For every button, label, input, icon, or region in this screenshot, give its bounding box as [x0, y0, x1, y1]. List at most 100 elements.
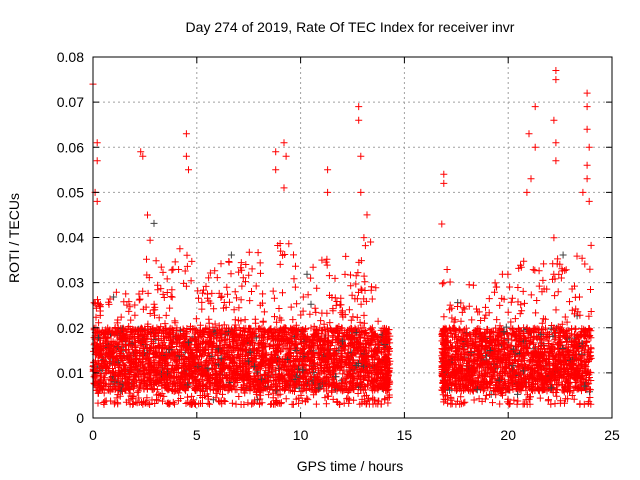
data-point [122, 290, 130, 298]
data-point [291, 283, 299, 291]
data-point [290, 251, 297, 259]
data-point [102, 380, 110, 388]
data-point [289, 316, 297, 324]
data-point [307, 274, 315, 282]
data-point [136, 295, 144, 303]
data-point [117, 313, 125, 321]
data-point [162, 372, 170, 380]
data-point [146, 310, 154, 317]
data-point [176, 245, 184, 253]
data-point [237, 259, 245, 267]
data-point [341, 270, 349, 278]
data-point [252, 282, 260, 290]
data-point [198, 298, 206, 306]
data-point [241, 316, 249, 324]
data-point [95, 365, 103, 373]
data-point [94, 399, 102, 407]
data-point [254, 249, 262, 257]
data-point [175, 266, 183, 273]
data-point [333, 298, 341, 305]
data-point [269, 287, 277, 295]
data-point [242, 261, 250, 268]
data-point [513, 400, 521, 408]
data-point [275, 305, 283, 312]
data-point [113, 339, 121, 347]
data-point [155, 354, 163, 362]
data-point [97, 372, 105, 380]
data-point [135, 387, 143, 395]
data-point [233, 294, 240, 302]
data-point [332, 301, 340, 309]
data-point [131, 301, 139, 309]
data-point [347, 316, 355, 324]
data-point [249, 399, 257, 407]
data-point [93, 382, 101, 390]
data-point [157, 354, 165, 362]
data-point [265, 391, 273, 399]
data-point [167, 336, 174, 344]
data-point [228, 399, 236, 407]
data-point [105, 358, 113, 366]
data-point [155, 314, 163, 322]
data-point [154, 396, 162, 404]
data-points [89, 67, 595, 408]
data-point [123, 301, 131, 309]
data-point [96, 302, 103, 310]
data-point [144, 211, 151, 219]
data-point [293, 300, 301, 308]
data-point [165, 344, 173, 352]
data-point [150, 300, 158, 308]
data-point [456, 326, 464, 334]
data-point [159, 341, 166, 349]
data-point [183, 251, 191, 259]
data-point [188, 392, 196, 400]
data-point [337, 309, 345, 317]
data-point [114, 367, 122, 375]
data-point [322, 400, 330, 408]
data-point [257, 269, 264, 277]
data-point [143, 271, 151, 279]
data-point [143, 394, 151, 402]
data-point [111, 380, 119, 388]
data-point [164, 327, 172, 335]
data-point [122, 362, 130, 370]
data-point [248, 288, 255, 295]
data-point [142, 332, 150, 340]
data-point [114, 399, 122, 407]
data-point [106, 295, 114, 303]
data-point [508, 294, 516, 302]
data-point [155, 390, 163, 398]
data-point [135, 290, 143, 298]
data-point [446, 301, 454, 309]
data-point [92, 313, 100, 321]
data-point [100, 329, 107, 337]
data-point [124, 376, 132, 384]
data-point [438, 280, 446, 288]
data-point [126, 370, 134, 378]
data-point [151, 306, 159, 314]
data-point [165, 385, 173, 393]
data-point [532, 309, 540, 317]
data-point [457, 317, 465, 325]
data-point [381, 395, 389, 403]
data-point [514, 284, 522, 291]
data-point [92, 329, 100, 337]
data-point [158, 350, 166, 358]
data-point [152, 348, 159, 356]
data-point [101, 361, 109, 369]
data-point [168, 293, 176, 301]
data-point [198, 305, 206, 313]
data-point [306, 310, 314, 318]
data-point [113, 394, 121, 402]
data-point [443, 266, 451, 273]
data-point [131, 352, 139, 360]
data-point [147, 362, 155, 370]
data-point [361, 242, 369, 250]
data-point [237, 296, 245, 304]
data-point [169, 331, 177, 339]
data-point [101, 370, 109, 378]
data-point [135, 296, 143, 304]
data-point [169, 378, 177, 386]
data-point [123, 380, 131, 388]
